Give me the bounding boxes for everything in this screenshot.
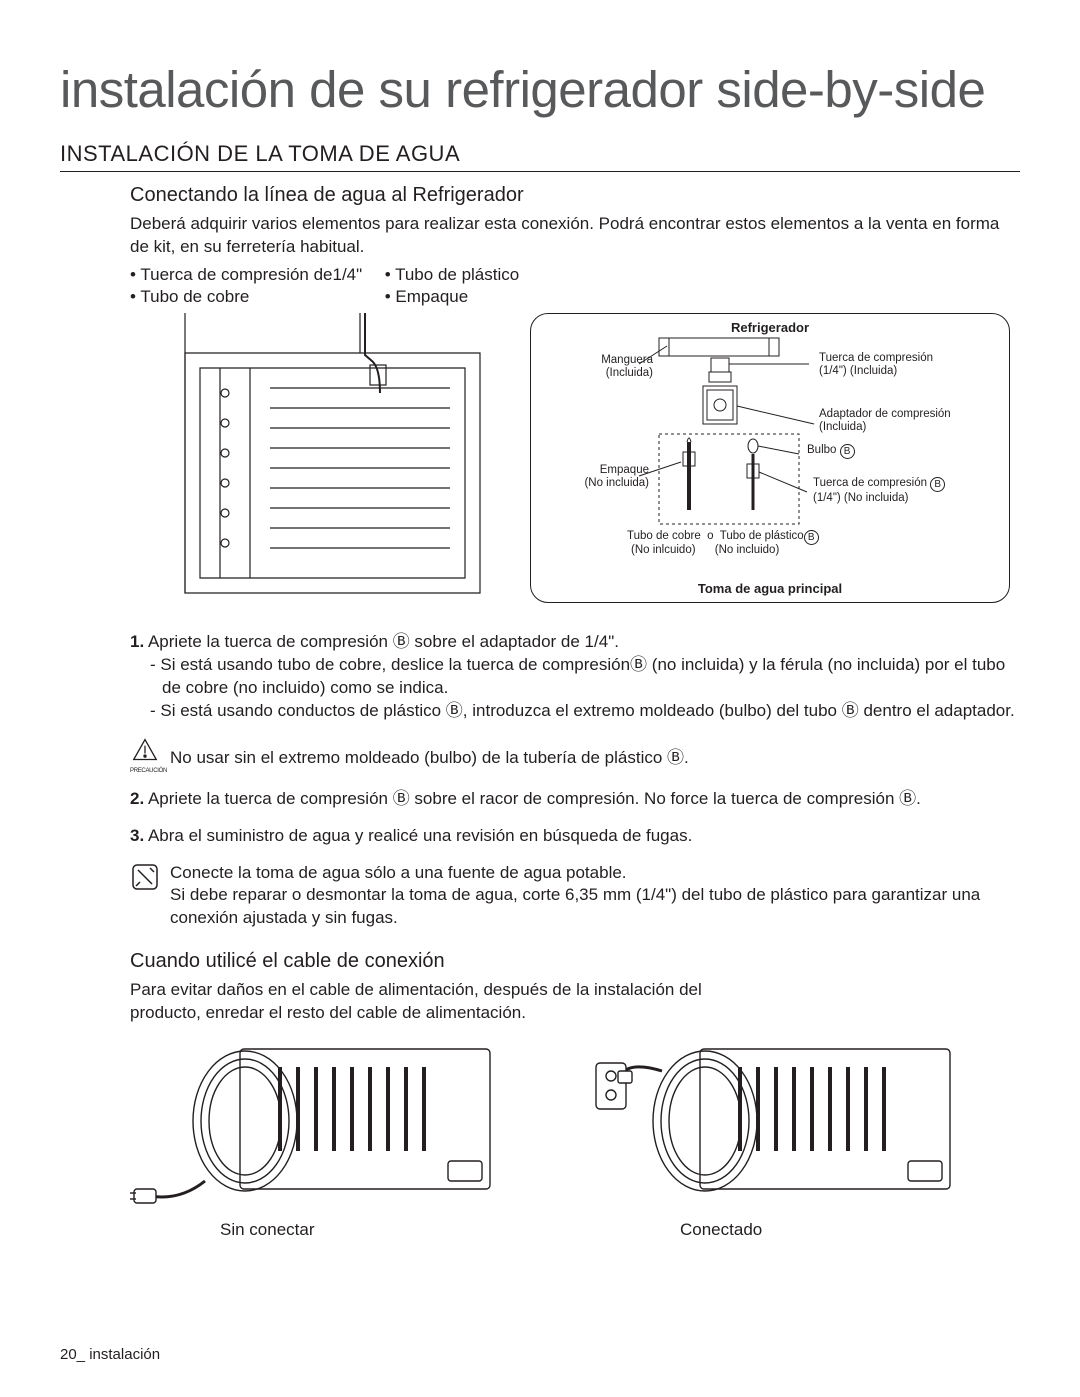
fig-unplugged: Sin conectar [130,1031,530,1240]
warning-icon: PRECAUCIÓN [130,737,160,774]
label-manguera: Manguera(Incluida) [593,354,653,380]
caution-text: No usar sin el extremo moldeado (bulbo) … [170,737,689,768]
fig-plugged: Conectado [590,1031,990,1240]
step-3: 3. Abra el suministro de agua y realicé … [130,825,1020,848]
step-2: 2. Apriete la tuerca de compresión Ⓑ sob… [130,788,1020,811]
callout-box: Refrigerador [530,313,1010,603]
caption-plugged: Conectado [680,1220,990,1240]
note-icon [130,862,160,899]
label-tuerca: Tuerca de compresión(1/4") (Incluida) [819,352,933,378]
bottom-figures: Sin conectar [130,1031,1020,1240]
page-footer: 20_ instalación [60,1346,160,1363]
cable-paragraph: Para evitar daños en el cable de aliment… [130,979,750,1025]
bullet-2a: • Tubo de cobre [130,287,380,307]
bullet-row-1: • Tuerca de compresión de1/4" • Tubo de … [130,265,1020,285]
label-tuerca-b: Tuerca de compresión B(1/4") (No incluid… [813,477,945,505]
note-text: Conecte la toma de agua sólo a una fuent… [170,862,1020,931]
page-main-title: instalación de su refrigerador side-by-s… [60,60,1020,119]
intro-paragraph: Deberá adquirir varios elementos para re… [130,213,1020,259]
label-cobre: Tubo de cobre o Tubo de plásticoB [627,530,819,545]
label-noincl: (No inlcuido) (No incluido) [631,544,779,557]
step-1a: - Si está usando tubo de cobre, deslice … [150,654,1020,700]
bullet-1a: • Tuerca de compresión de1/4" [130,265,380,285]
caption-unplugged: Sin conectar [220,1220,530,1240]
caution-row: PRECAUCIÓN No usar sin el extremo moldea… [130,737,1020,774]
label-empaque: Empaque(No incluida) [579,464,649,490]
fridge-back-diagram [180,313,490,603]
section-heading: INSTALACIÓN DE LA TOMA DE AGUA [60,141,1020,172]
diagram-area: Refrigerador [60,313,1020,613]
callout-title: Refrigerador [541,320,999,335]
callout-footer: Toma de agua principal [531,581,1009,596]
label-adaptador: Adaptador de compresión(Incluida) [819,408,951,434]
step-1: 1. Apriete la tuerca de compresión Ⓑ sob… [130,631,1020,723]
bullet-1b: • Tubo de plástico [385,265,519,285]
note-row: Conecte la toma de agua sólo a una fuent… [130,862,1020,931]
bullet-row-2: • Tubo de cobre • Empaque [130,287,1020,307]
label-bulbo: Bulbo B [807,444,855,459]
subheading-connecting: Conectando la línea de agua al Refrigera… [130,184,1020,207]
bullet-2b: • Empaque [385,287,468,307]
step-1b: - Si está usando conductos de plástico Ⓑ… [150,700,1020,723]
subheading-cable: Cuando utilicé el cable de conexión [130,950,1020,973]
